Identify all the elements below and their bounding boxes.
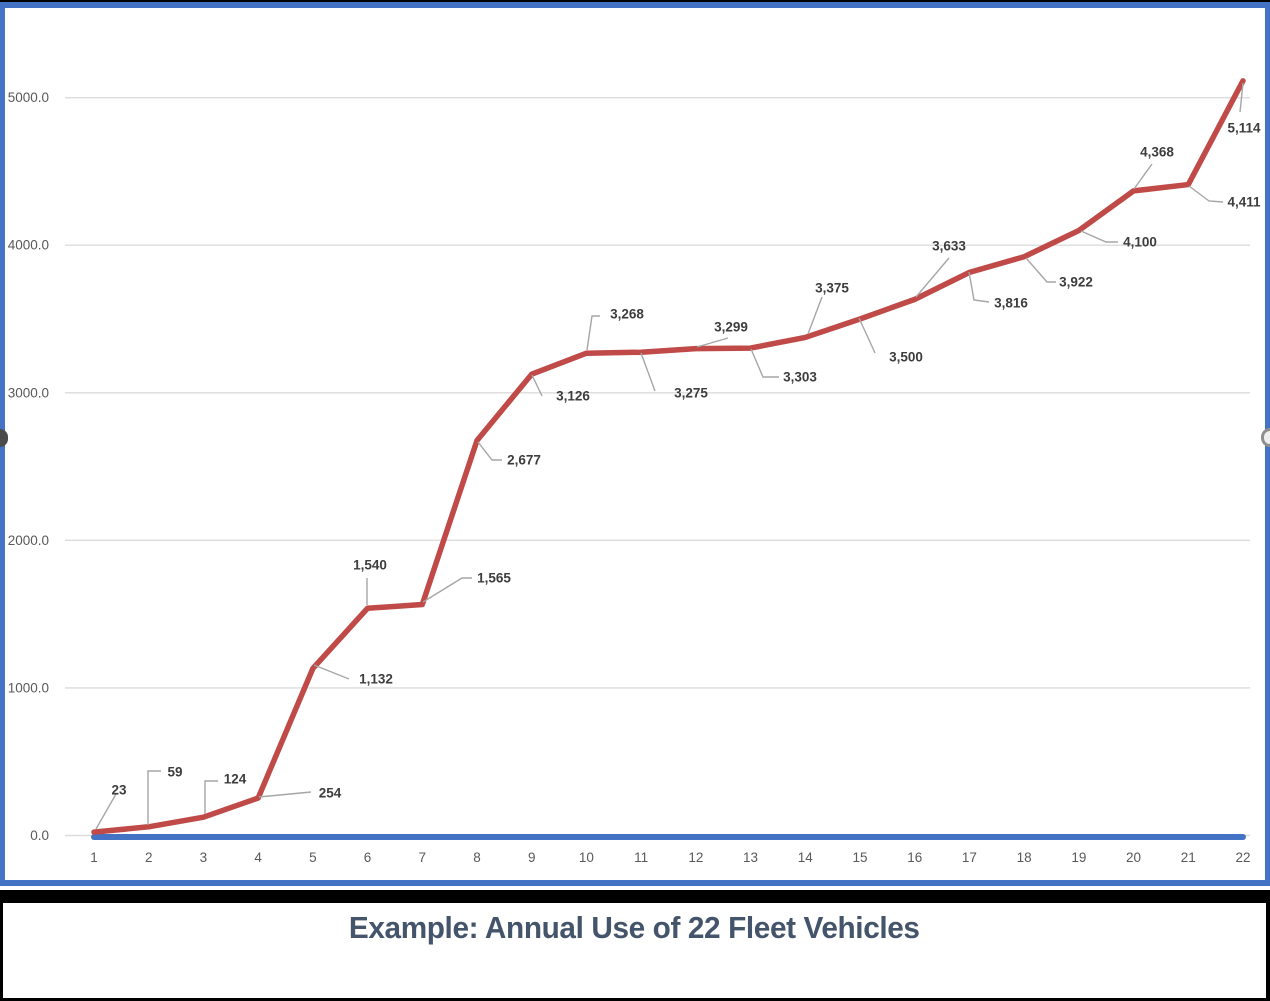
data-point-label: 3,275 xyxy=(674,386,708,401)
leader-line xyxy=(807,296,823,335)
y-tick-label: 5000.0 xyxy=(8,90,49,105)
data-point-label: 3,303 xyxy=(783,370,817,385)
data-point-label: 3,500 xyxy=(889,350,923,365)
leader-lines xyxy=(95,82,1244,830)
leader-line xyxy=(531,374,543,397)
leader-line xyxy=(696,337,729,348)
x-tick-label: 3 xyxy=(200,850,208,865)
x-tick-label: 12 xyxy=(688,850,703,865)
x-tick-label: 8 xyxy=(473,850,481,865)
leader-line xyxy=(477,441,502,461)
x-tick-label: 14 xyxy=(798,850,814,865)
data-point-label: 3,922 xyxy=(1059,275,1093,290)
y-axis-labels: 0.0 1000.0 2000.0 3000.0 4000.0 5000.0 xyxy=(8,90,49,843)
y-tick-label: 1000.0 xyxy=(8,680,49,695)
leader-line xyxy=(422,577,472,603)
leader-line xyxy=(1188,185,1224,203)
leader-line xyxy=(750,348,779,378)
data-point-label: 1,565 xyxy=(477,571,511,586)
x-tick-label: 5 xyxy=(309,850,317,865)
data-point-label: 1,540 xyxy=(353,558,387,573)
x-tick-label: 1 xyxy=(90,850,98,865)
x-tick-label: 2 xyxy=(145,850,153,865)
data-point-label: 3,633 xyxy=(932,239,966,254)
x-tick-label: 10 xyxy=(579,850,594,865)
data-point-label: 3,375 xyxy=(815,281,849,296)
x-tick-label: 7 xyxy=(419,850,427,865)
leader-line xyxy=(640,352,656,392)
x-tick-label: 4 xyxy=(254,850,262,865)
x-tick-label: 19 xyxy=(1071,850,1086,865)
chart-panel xyxy=(0,2,1270,886)
x-tick-label: 21 xyxy=(1181,850,1196,865)
leader-line xyxy=(204,780,218,814)
series-line-annual-use-sorted xyxy=(91,78,1246,835)
series-lines xyxy=(91,78,1246,840)
data-point-label: 124 xyxy=(224,772,247,787)
left-edge-nav-icon[interactable] xyxy=(0,429,8,447)
data-point-label: 4,411 xyxy=(1227,195,1261,210)
data-labels: 23 59 124 254 1,132 1,540 1,565 2,677 3,126 3,268… xyxy=(111,121,1261,801)
data-point-label: 3,816 xyxy=(994,296,1028,311)
data-point-label: 5,114 xyxy=(1227,121,1261,136)
leader-line xyxy=(1133,163,1153,190)
data-point-label: 23 xyxy=(111,783,127,798)
x-tick-label: 6 xyxy=(364,850,372,865)
x-tick-label: 22 xyxy=(1235,850,1250,865)
x-tick-label: 20 xyxy=(1126,850,1141,865)
leader-line xyxy=(313,664,350,680)
leader-line xyxy=(1080,230,1118,243)
data-point-label: 4,100 xyxy=(1123,235,1157,250)
leader-line xyxy=(258,791,312,798)
data-point-label: 59 xyxy=(167,765,182,780)
leader-line xyxy=(915,257,950,298)
x-axis-labels: 1 2 3 4 5 6 7 8 9 10 11 12 13 14 15 16 17 18 19 20 21 22 xyxy=(90,850,1250,865)
leader-line xyxy=(858,317,876,354)
y-tick-label: 3000.0 xyxy=(8,385,49,400)
x-tick-label: 11 xyxy=(634,850,648,865)
right-edge-nav-icon[interactable] xyxy=(1261,428,1270,447)
leader-line xyxy=(586,315,600,351)
leader-line xyxy=(147,770,161,825)
y-tick-label: 4000.0 xyxy=(8,238,49,253)
data-point-label: 3,126 xyxy=(556,389,590,404)
chart-caption-title: Example: Annual Use of 22 Fleet Vehicles xyxy=(349,910,920,945)
leader-line xyxy=(95,793,117,830)
x-tick-label: 16 xyxy=(907,850,922,865)
top-border-line xyxy=(0,0,1270,2)
leader-line xyxy=(1025,257,1056,283)
leader-line xyxy=(968,271,990,303)
x-tick-label: 18 xyxy=(1017,850,1032,865)
separator-band xyxy=(0,890,1270,903)
data-point-label: 3,268 xyxy=(610,307,644,322)
data-point-label: 254 xyxy=(319,786,342,801)
gridlines xyxy=(65,96,1250,837)
data-point-label: 4,368 xyxy=(1140,145,1174,160)
x-tick-label: 15 xyxy=(852,850,867,865)
data-point-label: 2,677 xyxy=(507,453,541,468)
y-tick-label: 2000.0 xyxy=(8,533,49,548)
caption-bar: Example: Annual Use of 22 Fleet Vehicles xyxy=(0,903,1270,1001)
x-tick-label: 9 xyxy=(528,850,536,865)
x-tick-label: 17 xyxy=(962,850,977,865)
y-tick-label: 0.0 xyxy=(30,828,49,843)
data-point-label: 1,132 xyxy=(359,672,393,687)
x-tick-label: 13 xyxy=(743,850,758,865)
leader-line xyxy=(1239,82,1244,113)
data-point-label: 3,299 xyxy=(714,320,748,335)
